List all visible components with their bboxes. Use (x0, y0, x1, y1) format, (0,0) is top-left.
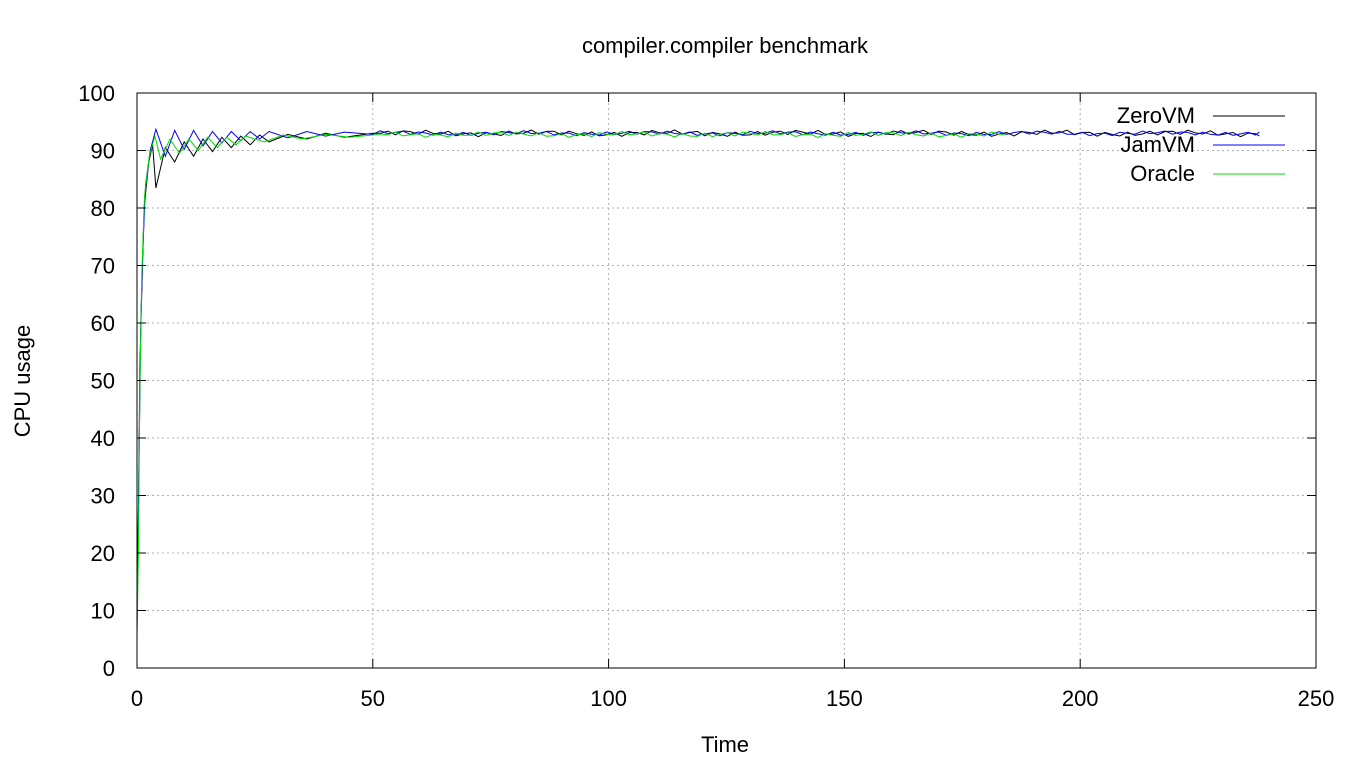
axis-ticks: 0 10 20 30 40 50 60 70 80 90 100 0 50 100 150 200 250 (78, 81, 1334, 711)
y-tick-label: 20 (91, 541, 115, 566)
series-line-oracle (136, 130, 1005, 640)
grid (137, 93, 1316, 668)
y-tick-label: 80 (91, 196, 115, 221)
y-tick-label: 50 (91, 369, 115, 394)
x-tick-label: 100 (590, 686, 627, 711)
x-tick-label: 0 (131, 686, 143, 711)
chart-title: compiler.compiler benchmark (582, 33, 869, 58)
y-tick-label: 40 (91, 426, 115, 451)
y-tick-label: 30 (91, 484, 115, 509)
y-tick-label: 0 (103, 656, 115, 681)
x-tick-label: 150 (826, 686, 863, 711)
x-axis-label: Time (701, 732, 749, 757)
legend-label-zerovm: ZeroVM (1117, 103, 1195, 128)
series-lines (136, 127, 1260, 640)
y-axis-label: CPU usage (10, 325, 35, 438)
series-line-jamvm (136, 127, 1260, 628)
y-tick-label: 90 (91, 139, 115, 164)
legend-label-oracle: Oracle (1130, 161, 1195, 186)
x-tick-label: 200 (1062, 686, 1099, 711)
y-tick-label: 70 (91, 254, 115, 279)
y-tick-label: 10 (91, 599, 115, 624)
x-tick-label: 50 (361, 686, 385, 711)
series-line-zerovm (136, 129, 1260, 628)
legend-label-jamvm: JamVM (1120, 132, 1195, 157)
legend: ZeroVM JamVM Oracle (1117, 103, 1285, 186)
y-tick-label: 60 (91, 311, 115, 336)
y-tick-label: 100 (78, 81, 115, 106)
x-tick-label: 250 (1298, 686, 1335, 711)
